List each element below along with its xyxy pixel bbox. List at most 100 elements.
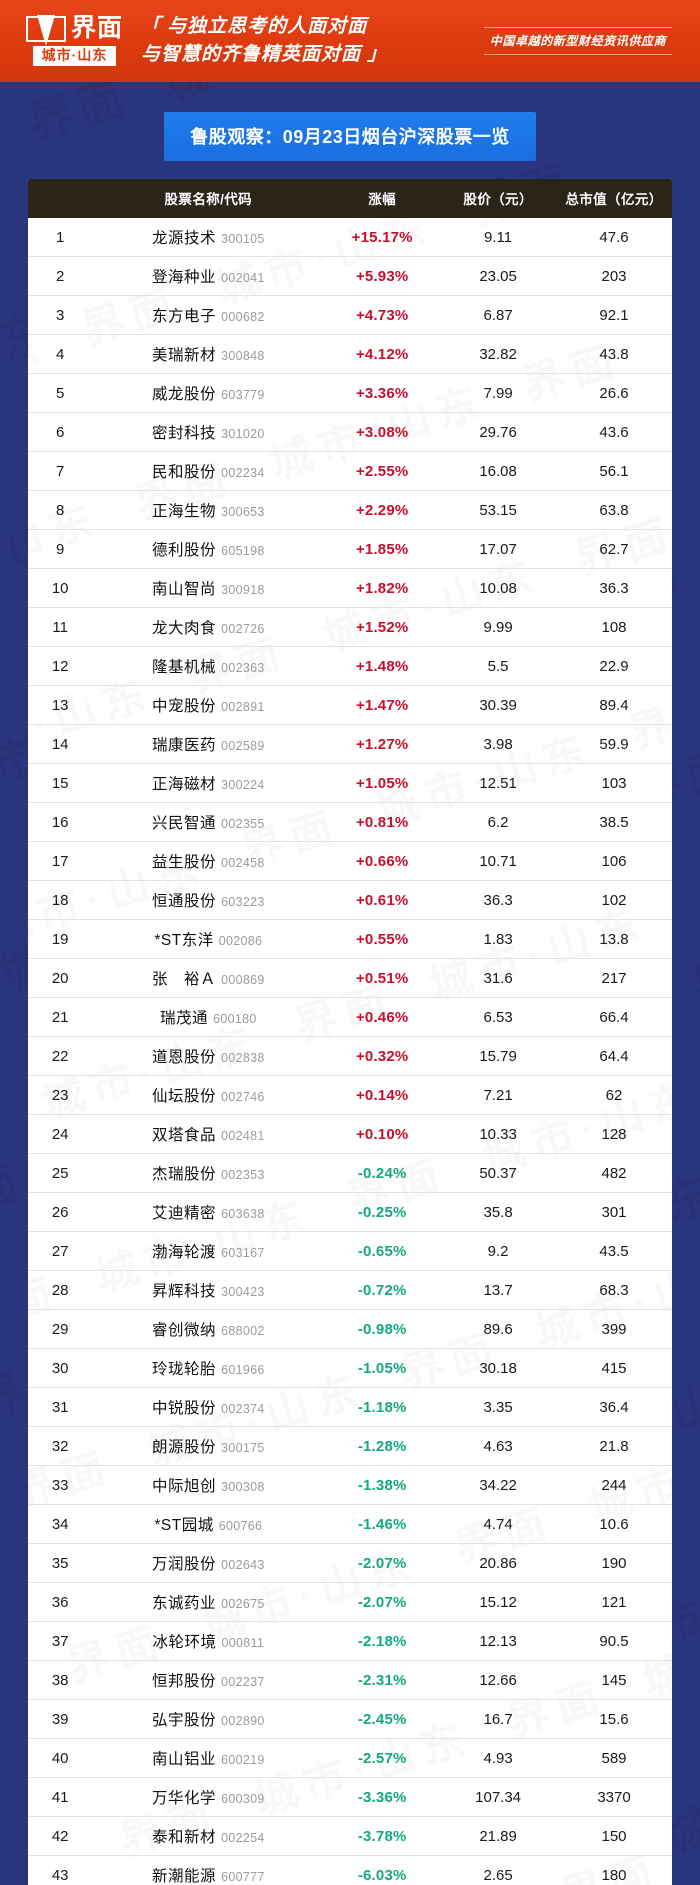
table-row[interactable]: 41 万华化学 600309 -3.36% 107.34 3370 <box>28 1777 672 1817</box>
table-row[interactable]: 5 威龙股份 603779 +3.36% 7.99 26.6 <box>28 373 672 413</box>
cell-name: 美瑞新材 300848 <box>92 334 325 374</box>
cell-rank: 42 <box>28 1816 93 1856</box>
column-header-cap[interactable]: 总市值（亿元） <box>556 179 672 218</box>
table-row[interactable]: 32 朗源股份 300175 -1.28% 4.63 21.8 <box>28 1426 672 1466</box>
cell-name: 万润股份 002643 <box>92 1543 325 1583</box>
stock-name: 民和股份 <box>152 464 217 481</box>
stock-code: 600180 <box>213 1012 257 1026</box>
table-row[interactable]: 38 恒邦股份 002237 -2.31% 12.66 145 <box>28 1660 672 1700</box>
table-row[interactable]: 12 隆基机械 002363 +1.48% 5.5 22.9 <box>28 646 672 686</box>
cell-change: +0.61% <box>324 880 441 920</box>
table-row[interactable]: 2 登海种业 002041 +5.93% 23.05 203 <box>28 256 672 296</box>
cell-change: -0.65% <box>324 1231 441 1271</box>
cell-market-cap: 62.7 <box>556 529 672 569</box>
cell-rank: 21 <box>28 997 93 1037</box>
table-row[interactable]: 16 兴民智通 002355 +0.81% 6.2 38.5 <box>28 802 672 842</box>
table-row[interactable]: 11 龙大肉食 002726 +1.52% 9.99 108 <box>28 607 672 647</box>
stock-name: 弘宇股份 <box>152 1712 217 1729</box>
table-row[interactable]: 36 东诚药业 002675 -2.07% 15.12 121 <box>28 1582 672 1622</box>
stock-code: 002237 <box>221 1675 265 1689</box>
cell-name: 东诚药业 002675 <box>92 1582 325 1622</box>
table-row[interactable]: 10 南山智尚 300918 +1.82% 10.08 36.3 <box>28 568 672 608</box>
cell-price: 10.71 <box>440 841 557 881</box>
table-row[interactable]: 4 美瑞新材 300848 +4.12% 32.82 43.8 <box>28 334 672 374</box>
table-header-row: 股票名称/代码 涨幅 股价（元） 总市值（亿元） <box>28 179 672 218</box>
cell-price: 6.2 <box>440 802 557 842</box>
table-row[interactable]: 43 新潮能源 600777 -6.03% 2.65 180 <box>28 1856 672 1885</box>
cell-price: 6.87 <box>440 295 557 335</box>
table-row[interactable]: 15 正海磁材 300224 +1.05% 12.51 103 <box>28 763 672 803</box>
cell-rank: 43 <box>51 1866 69 1884</box>
table-row[interactable]: 42 泰和新材 002254 -3.78% 21.89 150 <box>28 1816 672 1856</box>
table-row[interactable]: 34 *ST园城 600766 -1.46% 4.74 10.6 <box>28 1504 672 1544</box>
cell-rank: 11 <box>28 607 93 647</box>
column-header-name[interactable]: 股票名称/代码 <box>92 179 325 218</box>
cell-name: 玲珑轮胎 601966 <box>92 1348 325 1388</box>
cell-price: 9.2 <box>440 1231 557 1271</box>
stock-code: 002355 <box>221 817 265 831</box>
table-row[interactable]: 9 德利股份 605198 +1.85% 17.07 62.7 <box>28 529 672 569</box>
cell-name: 昇辉科技 300423 <box>92 1270 325 1310</box>
cell-price: 17.07 <box>440 529 557 569</box>
cell-price: 15.79 <box>440 1036 557 1076</box>
cell-change: -1.38% <box>324 1465 441 1505</box>
cell-name: 泰和新材 002254 <box>92 1816 325 1856</box>
table-row[interactable]: 27 渤海轮渡 603167 -0.65% 9.2 43.5 <box>28 1231 672 1271</box>
table-row[interactable]: 1 龙源技术 300105 +15.17% 9.11 47.6 <box>28 218 672 257</box>
table-row[interactable]: 33 中际旭创 300308 -1.38% 34.22 244 <box>28 1465 672 1505</box>
jiemian-bowtie-icon <box>26 15 66 42</box>
cell-change: -6.03% <box>357 1866 407 1884</box>
table-row[interactable]: 28 昇辉科技 300423 -0.72% 13.7 68.3 <box>28 1270 672 1310</box>
column-header-rank[interactable] <box>28 179 93 218</box>
table-row[interactable]: 8 正海生物 300653 +2.29% 53.15 63.8 <box>28 490 672 530</box>
stock-name: 东诚药业 <box>152 1595 217 1612</box>
cell-change: +3.36% <box>324 373 441 413</box>
cell-price: 12.51 <box>440 763 557 803</box>
table-row[interactable]: 21 瑞茂通 600180 +0.46% 6.53 66.4 <box>28 997 672 1037</box>
table-row[interactable]: 30 玲珑轮胎 601966 -1.05% 30.18 415 <box>28 1348 672 1388</box>
table-row[interactable]: 23 仙坛股份 002746 +0.14% 7.21 62 <box>28 1075 672 1115</box>
table-row[interactable]: 17 益生股份 002458 +0.66% 10.71 106 <box>28 841 672 881</box>
stock-name: 密封科技 <box>152 425 217 442</box>
stock-name: *ST园城 <box>154 1517 214 1534</box>
cell-market-cap: 203 <box>556 256 672 296</box>
cell-price: 30.39 <box>440 685 557 725</box>
table-row[interactable]: 18 恒通股份 603223 +0.61% 36.3 102 <box>28 880 672 920</box>
table-row[interactable]: 20 张 裕Ａ 000869 +0.51% 31.6 217 <box>28 958 672 998</box>
table-row[interactable]: 22 道恩股份 002838 +0.32% 15.79 64.4 <box>28 1036 672 1076</box>
table-row[interactable]: 35 万润股份 002643 -2.07% 20.86 190 <box>28 1543 672 1583</box>
table-row[interactable]: 14 瑞康医药 002589 +1.27% 3.98 59.9 <box>28 724 672 764</box>
stock-name: 渤海轮渡 <box>152 1244 217 1261</box>
brand-name: 界面 <box>71 14 124 43</box>
table-row[interactable]: 13 中宠股份 002891 +1.47% 30.39 89.4 <box>28 685 672 725</box>
stock-name: 兴民智通 <box>152 815 217 832</box>
table-row[interactable]: 25 杰瑞股份 002353 -0.24% 50.37 482 <box>28 1153 672 1193</box>
column-header-change[interactable]: 涨幅 <box>324 179 441 218</box>
table-row[interactable]: 24 双塔食品 002481 +0.10% 10.33 128 <box>28 1114 672 1154</box>
table-row[interactable]: 40 南山铝业 600219 -2.57% 4.93 589 <box>28 1738 672 1778</box>
stock-code: 300175 <box>221 1441 265 1455</box>
stock-name: 双塔食品 <box>152 1127 217 1144</box>
table-row[interactable]: 3 东方电子 000682 +4.73% 6.87 92.1 <box>28 295 672 335</box>
table-row[interactable]: 31 中锐股份 002374 -1.18% 3.35 36.4 <box>28 1387 672 1427</box>
cell-name: 道恩股份 002838 <box>92 1036 325 1076</box>
table-row[interactable]: 37 冰轮环境 000811 -2.18% 12.13 90.5 <box>28 1621 672 1661</box>
cell-name: 南山智尚 300918 <box>92 568 325 608</box>
cell-rank: 15 <box>28 763 93 803</box>
cell-name: 密封科技 301020 <box>92 412 325 452</box>
stock-name: 泰和新材 <box>152 1829 217 1846</box>
cell-market-cap: 10.6 <box>556 1504 672 1544</box>
brand-logo[interactable]: 界面 城市·山东 <box>26 14 124 67</box>
cell-name: 艾迪精密 603638 <box>92 1192 325 1232</box>
cell-rank: 12 <box>28 646 93 686</box>
table-row[interactable]: 39 弘宇股份 002890 -2.45% 16.7 15.6 <box>28 1699 672 1739</box>
stock-name: 德利股份 <box>152 542 217 559</box>
table-row[interactable]: 29 睿创微纳 688002 -0.98% 89.6 399 <box>28 1309 672 1349</box>
cell-market-cap: 102 <box>556 880 672 920</box>
table-row[interactable]: 6 密封科技 301020 +3.08% 29.76 43.6 <box>28 412 672 452</box>
cell-rank: 23 <box>28 1075 93 1115</box>
table-row[interactable]: 26 艾迪精密 603638 -0.25% 35.8 301 <box>28 1192 672 1232</box>
table-row[interactable]: 7 民和股份 002234 +2.55% 16.08 56.1 <box>28 451 672 491</box>
column-header-price[interactable]: 股价（元） <box>440 179 557 218</box>
table-row[interactable]: 19 *ST东洋 002086 +0.55% 1.83 13.8 <box>28 919 672 959</box>
